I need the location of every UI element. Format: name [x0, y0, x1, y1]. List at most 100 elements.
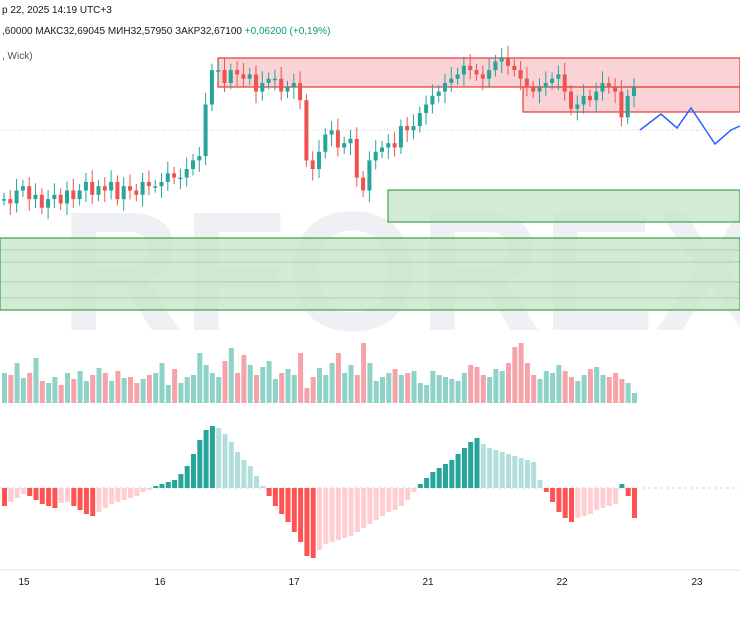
volume-bar	[354, 375, 360, 403]
macd-bar	[209, 426, 215, 488]
macd-bar	[260, 486, 266, 488]
macd-bar	[430, 472, 436, 488]
candle-body	[241, 74, 246, 79]
volume-bar	[543, 371, 549, 403]
macd-bar	[493, 450, 499, 488]
x-tick-label: 15	[18, 577, 30, 588]
macd-bar	[90, 488, 96, 516]
high-label: МАКС	[35, 26, 64, 37]
volume-bar	[260, 367, 266, 403]
macd-bar	[247, 466, 253, 488]
volume-bar	[594, 367, 600, 403]
candle-body	[209, 70, 214, 105]
candle-body	[228, 70, 233, 83]
change-value: +0,06200 (+0,19%)	[244, 26, 331, 37]
candle-body	[493, 61, 498, 71]
x-tick-label: 22	[556, 577, 568, 588]
x-tick-label: 21	[422, 577, 434, 588]
volume-bar	[27, 373, 33, 403]
candle-body	[354, 138, 359, 178]
candle-body	[531, 87, 536, 92]
macd-bar	[518, 458, 524, 488]
macd-bar	[121, 488, 127, 500]
volume-bar	[20, 378, 26, 403]
candle-body	[46, 199, 51, 208]
macd-bar	[455, 454, 461, 488]
volume-bar	[291, 375, 297, 403]
candle-body	[153, 186, 158, 188]
support-zone	[0, 237, 740, 311]
volume-bar	[367, 363, 373, 403]
macd-bar	[128, 488, 133, 498]
macd-bar	[291, 488, 297, 532]
volume-bar	[613, 373, 619, 403]
macd-bar	[342, 488, 348, 538]
volume-bar	[279, 373, 285, 403]
macd-bar	[222, 434, 228, 488]
volume-bar	[380, 377, 385, 403]
candle-body	[600, 83, 605, 92]
volume-bar	[71, 379, 77, 403]
candle-body	[172, 173, 177, 178]
macd-bar	[184, 466, 190, 488]
candle-body	[550, 78, 555, 83]
volume-bar	[90, 375, 96, 403]
volume-bar	[222, 361, 228, 403]
volume-bar	[569, 377, 574, 403]
candle-body	[569, 91, 573, 109]
volume-bar	[424, 385, 430, 403]
volume-bar	[386, 373, 392, 403]
macd-bar	[134, 488, 140, 496]
volume-bar	[474, 367, 480, 403]
candle-body	[184, 169, 189, 178]
volume-bar	[411, 371, 417, 403]
candle-body	[266, 78, 271, 83]
macd-bar	[235, 452, 241, 488]
candle-body	[291, 83, 296, 88]
candle-body	[310, 160, 315, 169]
macd-bar	[71, 488, 77, 506]
volume-bar	[480, 375, 486, 403]
volume-bar	[254, 375, 259, 403]
macd-bar	[367, 488, 373, 524]
macd-bar	[191, 454, 196, 488]
macd-bar	[172, 480, 178, 488]
volume-bar	[581, 375, 587, 403]
open-value: ,60000	[2, 26, 33, 37]
macd-bar	[537, 480, 543, 488]
macd-bar	[115, 488, 121, 502]
candle-body	[191, 160, 195, 169]
volume-bar	[304, 388, 310, 403]
macd-bar	[2, 488, 7, 506]
macd-bar	[581, 488, 587, 516]
candle-body	[2, 199, 6, 201]
volume-bar	[487, 377, 493, 403]
macd-bar	[153, 486, 159, 488]
macd-bar	[146, 488, 152, 490]
x-tick-label: 17	[288, 577, 300, 588]
volume-bar	[102, 373, 108, 403]
macd-bar	[272, 488, 278, 506]
macd-bar	[373, 488, 379, 520]
macd-bar	[279, 488, 285, 514]
candle-body	[468, 65, 473, 71]
candle-body	[65, 190, 69, 204]
volume-bar	[209, 373, 215, 403]
candle-body	[27, 186, 32, 200]
macd-bar	[285, 488, 291, 522]
candle-body	[109, 181, 114, 191]
candle-body	[480, 74, 485, 79]
macd-bar	[405, 488, 411, 500]
candle-body	[455, 74, 460, 79]
macd-bar	[625, 488, 631, 496]
volume-bar	[39, 381, 45, 403]
macd-bar	[14, 488, 20, 498]
macd-bar	[77, 488, 83, 510]
volume-bar	[606, 377, 612, 403]
candle-body	[506, 57, 510, 66]
volume-bar	[499, 371, 505, 403]
candle-body	[348, 138, 353, 144]
candle-body	[121, 186, 126, 200]
x-tick-label: 16	[154, 577, 166, 588]
